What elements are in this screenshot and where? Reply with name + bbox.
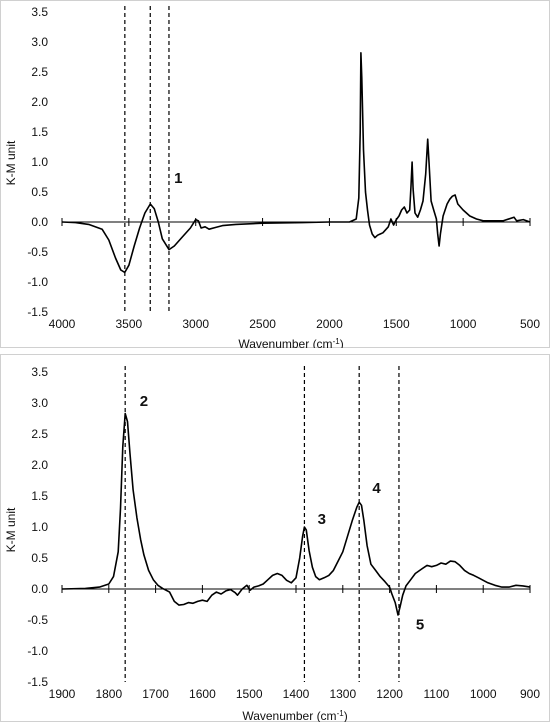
y-tick-label: 2.0 — [31, 458, 48, 472]
y-tick-label: 3.5 — [31, 365, 48, 379]
y-tick-label: 1.5 — [31, 489, 48, 503]
peak-annotations: 1 — [174, 170, 182, 187]
x-tick-label: 900 — [520, 687, 540, 701]
x-tick-label: 1900 — [49, 687, 76, 701]
y-tick-label: -1.5 — [27, 675, 48, 689]
y-tick-label: 1.0 — [31, 155, 48, 169]
y-tick-label: 0.0 — [31, 582, 48, 596]
y-tick-label: 2.0 — [31, 95, 48, 109]
series-line — [61, 412, 531, 616]
x-axis-title: Wavenumber (cm-1) — [242, 709, 347, 722]
x-tick-label: 1000 — [450, 317, 477, 331]
peak-label: 3 — [318, 511, 326, 528]
spectrum-chart-fingerprint-range: 3.5 3.0 2.5 2.0 1.5 1.0 0.5 0.0 -0.5 -1.0 -1.5 190… — [0, 354, 550, 722]
x-tick-label: 1500 — [383, 317, 410, 331]
peak-label: 1 — [174, 170, 182, 187]
peak-label: 2 — [140, 393, 148, 410]
x-axis-title: Wavenumber (cm-1) — [238, 337, 343, 349]
y-tick-label: 3.0 — [31, 396, 48, 410]
y-axis-title: K-M unit — [4, 140, 18, 185]
zero-axis — [61, 585, 531, 593]
spectrum-chart-full-range: 3.5 3.0 2.5 2.0 1.5 1.0 0.5 0.0 -0.5 -1.0 -1.5 400… — [0, 0, 550, 348]
x-tick-label: 4000 — [49, 317, 76, 331]
peak-label: 5 — [416, 616, 424, 633]
y-tick-label: 2.5 — [31, 65, 48, 79]
x-tick-label: 3000 — [182, 317, 209, 331]
y-tick-label: 3.0 — [31, 35, 48, 49]
y-tick-labels: 3.5 3.0 2.5 2.0 1.5 1.0 0.5 0.0 -0.5 -1.0 -1.5 — [27, 5, 48, 319]
x-tick-label: 1300 — [329, 687, 356, 701]
peak-annotations: 2 3 4 5 — [140, 393, 424, 633]
y-tick-label: 0.5 — [31, 551, 48, 565]
x-tick-label: 1600 — [189, 687, 216, 701]
x-tick-label: 1200 — [376, 687, 403, 701]
y-tick-label: -1.0 — [27, 644, 48, 658]
y-tick-labels: 3.5 3.0 2.5 2.0 1.5 1.0 0.5 0.0 -0.5 -1.0 -1.5 — [27, 365, 48, 689]
x-tick-label: 2000 — [316, 317, 343, 331]
x-tick-label: 1100 — [423, 687, 449, 701]
y-axis-title: K-M unit — [4, 507, 18, 552]
x-tick-label: 2500 — [249, 317, 276, 331]
plot-area-frame — [0, 354, 550, 722]
x-tick-label: 1700 — [142, 687, 169, 701]
x-tick-labels: 4000 3500 3000 2500 2000 1500 1000 500 — [49, 317, 541, 331]
x-tick-labels: 1900 1800 1700 1600 1500 1400 1300 1200 1100 1000… — [49, 687, 541, 701]
x-tick-label: 500 — [520, 317, 540, 331]
plot-area-frame — [0, 0, 550, 348]
y-tick-label: -0.5 — [27, 245, 48, 259]
y-tick-label: -1.5 — [27, 305, 48, 319]
series-line — [61, 52, 531, 274]
y-tick-label: 2.5 — [31, 427, 48, 441]
y-tick-label: 3.5 — [31, 5, 48, 19]
y-tick-label: -1.0 — [27, 275, 48, 289]
x-tick-label: 1000 — [470, 687, 497, 701]
peak-label: 4 — [372, 480, 381, 497]
reference-lines — [124, 6, 170, 312]
y-tick-label: 1.0 — [31, 520, 48, 534]
x-tick-label: 1800 — [95, 687, 122, 701]
x-tick-label: 1500 — [236, 687, 263, 701]
x-tick-label: 3500 — [116, 317, 143, 331]
y-tick-label: 1.5 — [31, 125, 48, 139]
y-tick-label: -0.5 — [27, 613, 48, 627]
x-tick-label: 1400 — [283, 687, 310, 701]
y-tick-label: 0.5 — [31, 185, 48, 199]
y-tick-label: 0.0 — [31, 215, 48, 229]
